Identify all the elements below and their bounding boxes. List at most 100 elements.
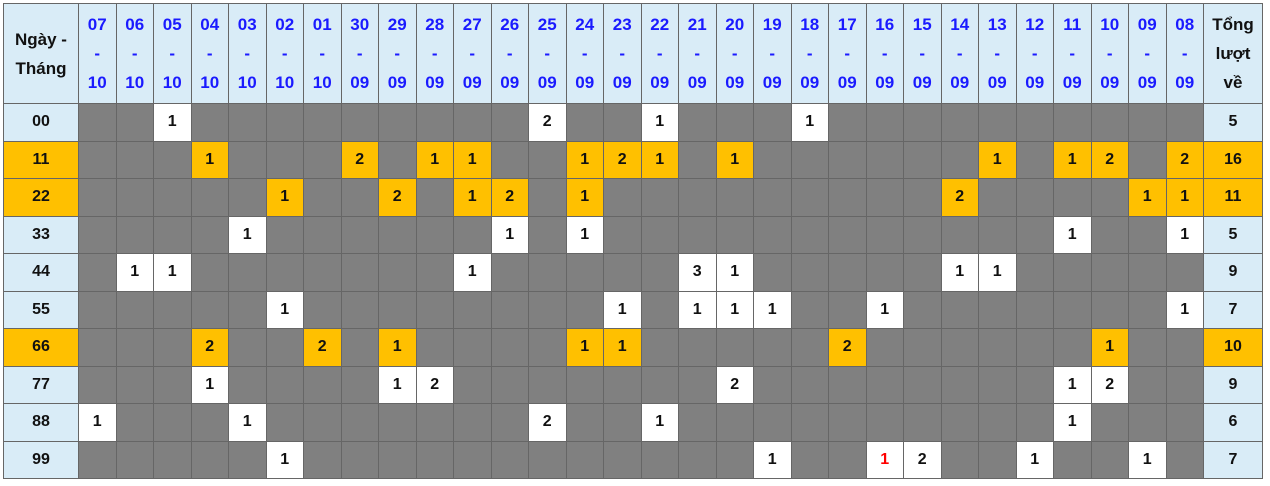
empty-cell [490,103,529,142]
hit-count-cell: 1 [790,103,829,142]
empty-cell [640,178,679,217]
empty-cell [1128,140,1167,179]
separator: - [1031,44,1038,63]
number-label: 88 [3,403,79,442]
empty-cell [790,290,829,329]
empty-cell [415,103,454,142]
date-column-header: 10 - 09 [1090,3,1129,104]
empty-cell [228,365,267,404]
empty-cell [340,328,379,367]
empty-cell [78,140,117,179]
empty-cell [978,440,1017,479]
number-label: 33 [3,215,79,254]
empty-cell [190,253,229,292]
empty-cell [753,328,792,367]
empty-cell [940,215,979,254]
empty-cell [340,215,379,254]
date-column-header: 19 - 09 [753,3,792,104]
separator: - [356,44,363,63]
separator: - [319,44,326,63]
empty-cell [303,365,342,404]
empty-cell [378,440,417,479]
empty-cell [1090,215,1129,254]
empty-cell [790,215,829,254]
hit-count-cell: 1 [640,103,679,142]
hit-count-cell: 2 [715,365,754,404]
empty-cell [528,290,567,329]
month: 09 [800,73,820,92]
empty-cell [115,290,154,329]
separator: - [506,44,513,63]
empty-cell [228,440,267,479]
hit-count-cell: 1 [415,140,454,179]
empty-cell [303,140,342,179]
date-column-header: 09 - 09 [1128,3,1167,104]
empty-cell [340,403,379,442]
empty-cell [903,290,942,329]
empty-cell [865,140,904,179]
hit-count-cell: 2 [903,440,942,479]
empty-cell [78,328,117,367]
empty-cell [1165,440,1204,479]
number-label: 77 [3,365,79,404]
hit-count-cell: 1 [865,440,904,479]
empty-cell [490,140,529,179]
empty-cell [865,215,904,254]
empty-cell [340,290,379,329]
date-column-header: 07 - 10 [78,3,117,104]
empty-cell [940,365,979,404]
empty-cell [1015,253,1054,292]
empty-cell [790,178,829,217]
hit-count-cell: 2 [528,103,567,142]
empty-cell [903,328,942,367]
day: 28 [425,15,445,34]
empty-cell [453,365,492,404]
month: 09 [1137,73,1157,92]
empty-cell [378,403,417,442]
empty-cell [1128,290,1167,329]
total-count: 5 [1203,215,1263,254]
empty-cell [565,253,604,292]
total-count: 5 [1203,103,1263,142]
hit-count-cell: 2 [415,365,454,404]
month: 09 [912,73,932,92]
empty-cell [490,253,529,292]
empty-cell [1015,328,1054,367]
number-label: 00 [3,103,79,142]
day: 05 [162,15,182,34]
empty-cell [415,328,454,367]
empty-cell [528,365,567,404]
date-column-header: 27 - 09 [453,3,492,104]
empty-cell [828,440,867,479]
month: 09 [1025,73,1045,92]
day: 15 [912,15,932,34]
empty-cell [1090,290,1129,329]
empty-cell [790,328,829,367]
day: 20 [725,15,745,34]
empty-cell [453,328,492,367]
date-column-header: 06 - 10 [115,3,154,104]
empty-cell [753,403,792,442]
table-row: 88 1 1 2 1 1 6 [3,403,1263,442]
day: 01 [312,15,332,34]
empty-cell [265,328,304,367]
day: 14 [950,15,970,34]
total-count: 9 [1203,253,1263,292]
empty-cell [340,253,379,292]
hit-count-cell: 1 [565,328,604,367]
table-row: 44 1 1 1 3 1 1 1 9 [3,253,1263,292]
empty-cell [828,178,867,217]
empty-cell [78,215,117,254]
month: 09 [1175,73,1195,92]
empty-cell [453,103,492,142]
month: 09 [537,73,557,92]
empty-cell [565,103,604,142]
empty-cell [828,365,867,404]
date-column-header: 17 - 09 [828,3,867,104]
empty-cell [490,440,529,479]
date-column-header: 21 - 09 [678,3,717,104]
empty-cell [1090,178,1129,217]
empty-cell [1053,440,1092,479]
empty-cell [453,290,492,329]
total-count: 11 [1203,178,1263,217]
